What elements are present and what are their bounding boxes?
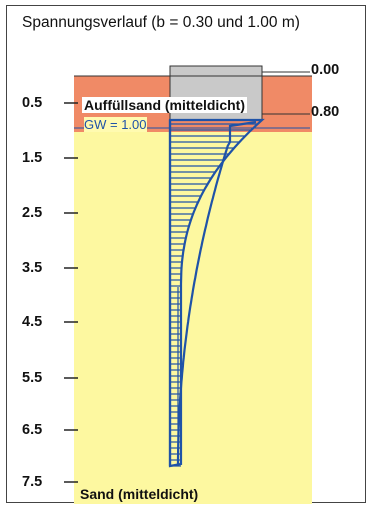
level-label-foundation: 0.80: [311, 104, 340, 120]
depth-label-5: 5.5: [22, 370, 43, 386]
stress-envelope-b030: [176, 120, 257, 466]
level-label-surface: 0.00: [311, 62, 340, 78]
diagram-title: Spannungsverlauf (b = 0.30 und 1.00 m): [22, 14, 300, 31]
stress-envelope-b100: [168, 118, 265, 468]
stress-distribution: [168, 118, 265, 468]
layer-label-fill: Auffüllsand (mitteldicht): [82, 97, 247, 113]
depth-label-3: 3.5: [22, 260, 43, 276]
depth-label-1: 1.5: [22, 150, 43, 166]
layer-label-sand: Sand (mitteldicht): [80, 486, 199, 502]
depth-ticks: [64, 102, 78, 483]
depth-label-7: 7.5: [22, 474, 43, 490]
depth-label-2: 2.5: [22, 205, 43, 221]
sand-layer: [74, 132, 312, 504]
groundwater-label: GW = 1.00: [84, 117, 147, 132]
depth-label-6: 6.5: [22, 422, 43, 438]
depth-label-4: 4.5: [22, 314, 43, 330]
depth-label-0: 0.5: [22, 95, 43, 111]
